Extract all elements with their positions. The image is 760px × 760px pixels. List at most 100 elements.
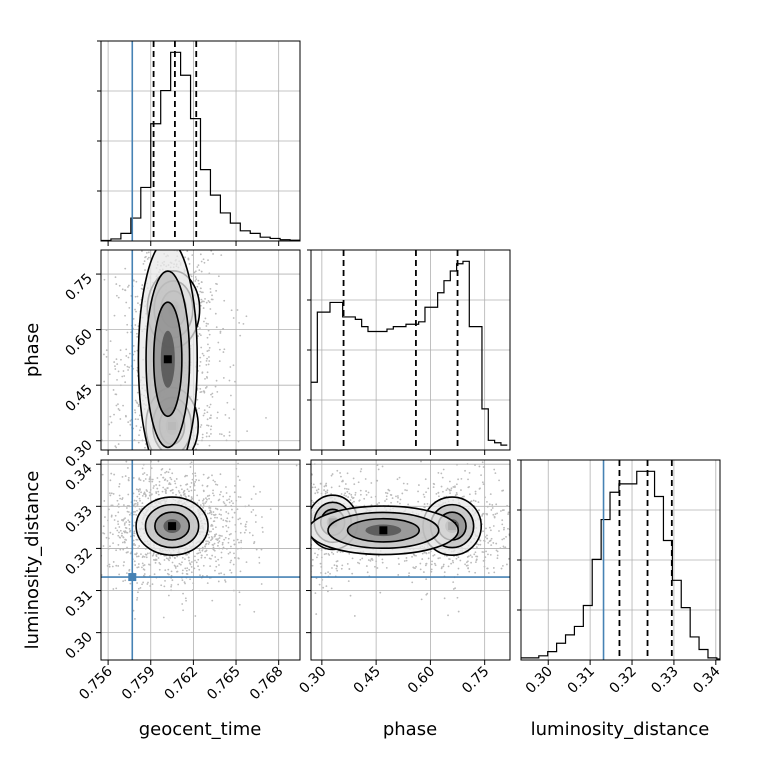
ld-vs-phase-sample-point bbox=[359, 489, 362, 492]
phase-vs-geocent-time-sample-point bbox=[215, 289, 218, 292]
ld-vs-geocent-time-sample-point bbox=[205, 549, 208, 552]
ld-vs-geocent-time-sample-point bbox=[145, 494, 147, 497]
ld-vs-geocent-time-sample-point bbox=[144, 553, 147, 556]
ld-vs-geocent-time-sample-point bbox=[137, 547, 139, 550]
ld-vs-phase-sample-point bbox=[354, 493, 357, 496]
ld-vs-phase-sample-point bbox=[345, 495, 347, 497]
ld-vs-phase-sample-point bbox=[294, 523, 296, 525]
phase-histogram-panel bbox=[307, 249, 511, 455]
ld-vs-geocent-time-sample-point bbox=[117, 506, 120, 508]
ld-vs-phase-sample-point bbox=[420, 598, 423, 601]
ld-vs-geocent-time-sample-point bbox=[196, 552, 199, 555]
ld-vs-geocent-time-ytick-label: 0.31 bbox=[62, 587, 95, 620]
ld-vs-phase-sample-point bbox=[329, 572, 331, 575]
ld-vs-geocent-time-sample-point bbox=[201, 546, 204, 549]
phase-vs-geocent-time-sample-point bbox=[112, 389, 115, 391]
ld-vs-geocent-time-ytick-label: 0.33 bbox=[62, 503, 95, 536]
ld-vs-geocent-time-sample-point bbox=[137, 587, 140, 590]
ld-vs-phase-sample-point bbox=[301, 544, 303, 546]
ld-vs-geocent-time-sample-point bbox=[224, 580, 227, 583]
phase-vs-geocent-time-sample-point bbox=[211, 294, 213, 297]
ld-vs-geocent-time-sample-point bbox=[148, 494, 151, 497]
phase-vs-geocent-time-sample-point bbox=[155, 470, 157, 472]
phase-vs-geocent-time-sample-point bbox=[203, 412, 206, 415]
ld-vs-geocent-time-sample-point bbox=[204, 502, 207, 505]
ld-vs-geocent-time-sample-point bbox=[160, 473, 162, 476]
ld-vs-geocent-time-sample-point bbox=[143, 573, 146, 575]
ld-vs-phase-sample-point bbox=[417, 500, 420, 503]
ld-vs-geocent-time-sample-point bbox=[128, 513, 131, 516]
ld-vs-geocent-time-sample-point bbox=[132, 477, 135, 479]
phase-vs-geocent-time-sample-point bbox=[194, 280, 197, 282]
ld-vs-geocent-time-sample-point bbox=[227, 512, 230, 515]
phase-vs-geocent-time-sample-point bbox=[120, 358, 122, 361]
ld-vs-phase-sample-point bbox=[427, 557, 430, 560]
phase-hist-bar bbox=[311, 382, 317, 450]
ld-vs-geocent-time-sample-point bbox=[122, 564, 125, 567]
ld-vs-phase-sample-point bbox=[423, 551, 426, 554]
phase-vs-geocent-time-sample-point bbox=[117, 408, 120, 410]
ld-vs-phase-sample-point bbox=[529, 496, 531, 498]
ld-vs-phase-sample-point bbox=[452, 588, 455, 590]
ld-vs-phase-sample-point bbox=[391, 497, 394, 500]
ld-vs-geocent-time-sample-point bbox=[214, 526, 217, 529]
ld-vs-geocent-time-sample-point bbox=[194, 474, 197, 477]
ld-vs-geocent-time-sample-point bbox=[123, 523, 126, 526]
ld-vs-phase-sample-point bbox=[469, 554, 472, 557]
ld-vs-phase-sample-point bbox=[303, 469, 305, 471]
ld-vs-geocent-time-sample-point bbox=[204, 556, 206, 559]
ld-vs-phase-sample-point bbox=[381, 561, 384, 564]
ld-vs-phase-sample-point bbox=[464, 469, 466, 472]
ld-vs-phase-density-peak bbox=[379, 526, 388, 535]
phase-vs-geocent-time-sample-point bbox=[199, 356, 202, 359]
phase-hist-bar bbox=[469, 327, 475, 450]
ld-vs-phase-sample-point bbox=[457, 567, 460, 570]
ld-vs-phase-sample-point bbox=[283, 500, 285, 502]
ld-vs-phase-sample-point bbox=[284, 560, 286, 562]
ld-vs-geocent-time-sample-point bbox=[235, 467, 238, 470]
ld-vs-phase-sample-point bbox=[481, 513, 484, 516]
ld-vs-geocent-time-sample-point bbox=[218, 572, 220, 575]
ld-vs-phase-sample-point bbox=[418, 484, 420, 486]
phase-vs-geocent-time-sample-point bbox=[151, 470, 153, 472]
ld-vs-phase-sample-point bbox=[340, 493, 343, 495]
ld-vs-geocent-time-sample-point bbox=[155, 555, 158, 558]
ld-vs-geocent-time-sample-point bbox=[116, 499, 119, 502]
phase-vs-geocent-time-sample-point bbox=[113, 361, 116, 363]
phase-vs-geocent-time-sample-point bbox=[196, 285, 199, 288]
phase-vs-geocent-time-sample-point bbox=[218, 360, 221, 363]
ld-vs-geocent-time-sample-point bbox=[117, 523, 120, 526]
ld-vs-geocent-time-sample-point bbox=[260, 583, 263, 585]
phase-vs-geocent-time-sample-point bbox=[199, 334, 202, 337]
phase-vs-geocent-time-sample-point bbox=[115, 283, 118, 285]
ld-vs-geocent-time-ytick-label: 0.32 bbox=[62, 545, 95, 578]
ld-vs-phase-sample-point bbox=[262, 568, 264, 570]
ld-vs-phase-sample-point bbox=[432, 554, 435, 557]
ld-vs-phase-sample-point bbox=[486, 567, 489, 570]
phase-hist-bar bbox=[368, 331, 374, 450]
ld-vs-geocent-time-sample-point bbox=[162, 616, 165, 619]
ld-vs-geocent-time-sample-point bbox=[212, 513, 215, 516]
ld-vs-phase-sample-point bbox=[466, 463, 469, 465]
phase-vs-geocent-time-sample-point bbox=[109, 415, 112, 418]
phase-vs-geocent-time-sample-point bbox=[152, 469, 154, 471]
ld-vs-phase-sample-point bbox=[324, 572, 327, 575]
phase-vs-geocent-time-sample-point bbox=[145, 451, 147, 453]
phase-vs-geocent-time-sample-point bbox=[145, 245, 147, 247]
phase-vs-geocent-time-sample-point bbox=[207, 259, 209, 262]
ld-vs-phase-sample-point bbox=[292, 490, 294, 492]
ld-vs-geocent-time-sample-point bbox=[185, 599, 187, 602]
ld-vs-geocent-time-sample-point bbox=[231, 516, 234, 519]
ld-vs-phase-sample-point bbox=[328, 554, 331, 556]
ld-vs-phase-sample-point bbox=[493, 516, 496, 519]
ld-vs-geocent-time-sample-point bbox=[220, 517, 223, 520]
ld-vs-geocent-time-sample-point bbox=[84, 538, 86, 540]
phase-vs-geocent-time-sample-point bbox=[144, 446, 146, 449]
ld-vs-phase-sample-point bbox=[307, 574, 309, 576]
phase-vs-geocent-time-sample-point bbox=[187, 462, 189, 464]
ld-vs-phase-sample-point bbox=[454, 486, 456, 489]
ld-vs-phase-sample-point bbox=[301, 515, 303, 517]
phase-vs-geocent-time-sample-point bbox=[134, 409, 136, 411]
ld-vs-geocent-time-sample-point bbox=[133, 534, 136, 537]
ld-vs-geocent-time-sample-point bbox=[210, 517, 212, 520]
